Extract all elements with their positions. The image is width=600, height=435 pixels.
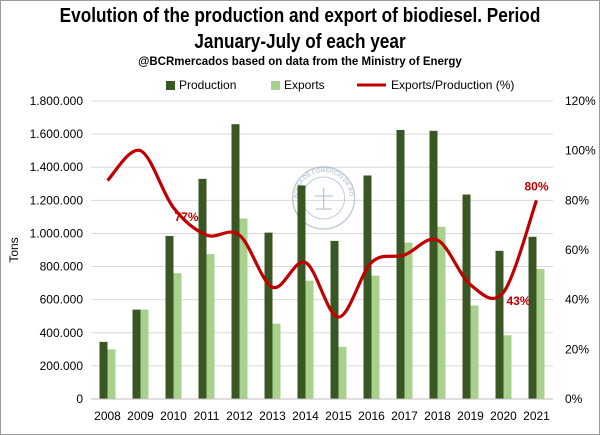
y-tick-label: 1.200.000	[30, 193, 84, 207]
x-tick-label: 2014	[292, 409, 319, 423]
watermark-scale-icon	[314, 188, 333, 210]
x-tick-label: 2018	[424, 409, 451, 423]
data-label: 43%	[506, 294, 530, 308]
y-tick-label: 1.000.000	[30, 226, 84, 240]
x-tick-label: 2013	[259, 409, 286, 423]
exports-bar	[305, 280, 314, 399]
x-tick-label: 2008	[94, 409, 121, 423]
y-tick-label: 400.000	[40, 326, 84, 340]
x-tick-label: 2011	[194, 409, 220, 423]
legend-swatch-production	[166, 81, 175, 90]
data-label: 80%	[524, 179, 548, 193]
y2-tick-label: 40%	[565, 293, 589, 307]
y-tick-label: 600.000	[40, 293, 84, 307]
y2-tick-label: 120%	[565, 94, 596, 108]
legend-label-production: Production	[179, 78, 236, 92]
y-tick-label: 1.400.000	[30, 160, 84, 174]
exports-bar	[239, 218, 248, 399]
production-bar	[462, 194, 471, 399]
legend-swatch-exports	[271, 81, 280, 90]
x-tick-label: 2010	[160, 409, 187, 423]
production-bar	[99, 341, 108, 399]
production-bar	[429, 130, 438, 400]
exports-bar	[503, 335, 512, 399]
y2-tick-label: 60%	[565, 243, 589, 257]
exports-bar	[206, 254, 215, 399]
x-tick-label: 2019	[457, 409, 484, 423]
production-bar	[495, 250, 504, 399]
chart-title-line1: Evolution of the production and export o…	[59, 5, 541, 27]
exports-bar	[437, 226, 446, 399]
production-bar	[528, 236, 537, 399]
legend-label-exports: Exports	[284, 78, 325, 92]
y-tick-label: 200.000	[40, 359, 84, 373]
exports-bar	[140, 309, 149, 399]
exports-bar	[338, 346, 347, 399]
y2-tick-label: 0%	[565, 392, 583, 406]
legend-label-ratio: Exports/Production (%)	[391, 78, 514, 92]
y2-tick-label: 20%	[565, 342, 589, 356]
production-bar	[264, 232, 273, 399]
y-tick-label: 1.800.000	[30, 94, 84, 108]
exports-bar	[272, 323, 281, 399]
y-tick-label: 800.000	[40, 260, 84, 274]
x-tick-label: 2017	[391, 409, 418, 423]
data-label: 77%	[174, 210, 198, 224]
production-bar	[198, 178, 207, 399]
watermark-seal-icon	[291, 166, 356, 230]
x-tick-label: 2009	[127, 409, 154, 423]
exports-bar	[107, 349, 116, 399]
production-bar	[396, 129, 405, 399]
exports-bar	[536, 269, 545, 399]
chart-subtitle: @BCRmercados based on data from the Mini…	[138, 56, 462, 68]
x-tick-label: 2021	[523, 409, 550, 423]
chart-title-line2: January-July of each year	[194, 31, 406, 53]
production-bar	[132, 309, 141, 399]
exports-bar	[173, 273, 182, 399]
x-tick-label: 2020	[490, 409, 517, 423]
ratio-line	[106, 148, 539, 319]
exports-bar	[404, 242, 413, 399]
y-tick-label: 0	[76, 392, 83, 406]
x-tick-label: 2012	[226, 409, 253, 423]
y2-tick-label: 80%	[565, 193, 589, 207]
exports-bar	[371, 275, 380, 399]
y-tick-label: 1.600.000	[30, 127, 84, 141]
production-bar	[330, 240, 339, 399]
y-axis-label: Tons	[7, 237, 21, 262]
exports-bar	[470, 305, 479, 399]
production-bar	[297, 185, 306, 399]
x-tick-label: 2015	[325, 409, 352, 423]
y2-tick-label: 100%	[565, 144, 596, 158]
production-bar	[165, 235, 174, 399]
production-bar	[363, 175, 372, 399]
x-tick-label: 2016	[358, 409, 385, 423]
production-bar	[231, 124, 240, 399]
